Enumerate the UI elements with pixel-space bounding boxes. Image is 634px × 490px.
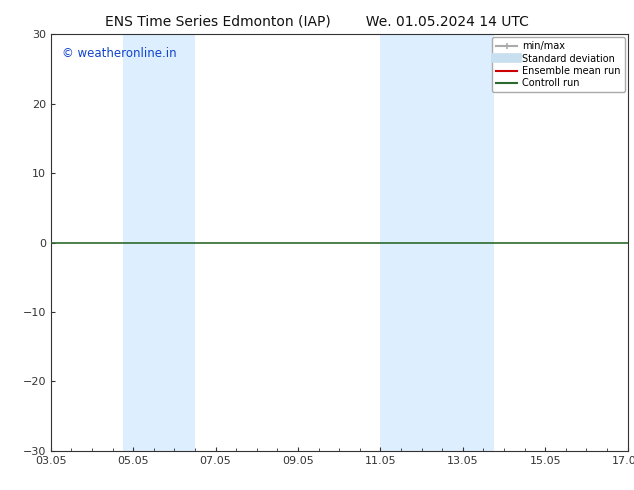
Bar — [123, 34, 195, 451]
Bar — [422, 34, 494, 451]
Legend: min/max, Standard deviation, Ensemble mean run, Controll run: min/max, Standard deviation, Ensemble me… — [492, 37, 624, 92]
Text: ENS Time Series Edmonton (IAP)        We. 01.05.2024 14 UTC: ENS Time Series Edmonton (IAP) We. 01.05… — [105, 15, 529, 29]
Text: © weatheronline.in: © weatheronline.in — [62, 47, 177, 60]
Bar — [380, 34, 422, 451]
